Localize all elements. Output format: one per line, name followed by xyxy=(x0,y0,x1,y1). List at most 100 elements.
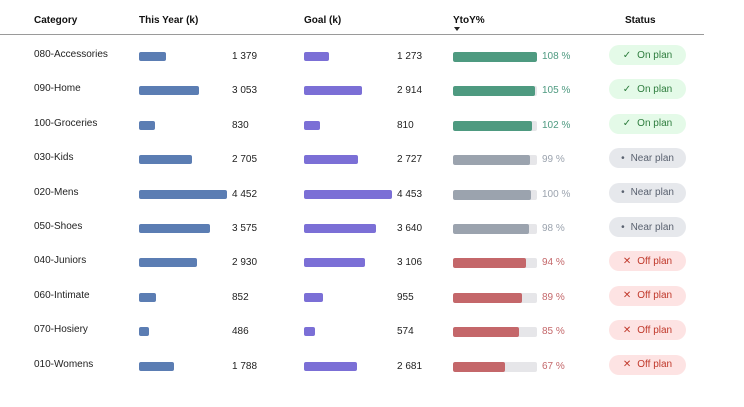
goal-value: 2 727 xyxy=(397,154,423,166)
goal-value: 4 453 xyxy=(397,188,423,200)
ytoy-progress-track xyxy=(453,52,537,62)
this-year-bar xyxy=(139,120,155,130)
ytoy-progress-track xyxy=(453,189,537,200)
cross-icon: ✕ xyxy=(622,290,632,302)
check-icon: ✓ xyxy=(622,83,632,95)
status-label: Off plan xyxy=(637,255,673,267)
ytoy-value: 100 % xyxy=(542,188,571,200)
table-row[interactable]: 060-Intimate 852 955 89 % ✕ Off plan xyxy=(0,281,704,315)
this-year-value: 1 379 xyxy=(232,51,258,62)
ytoy-progress-fill xyxy=(453,361,505,372)
table-row[interactable]: 020-Mens 4 452 4 453 100 % • Near plan xyxy=(0,178,704,212)
cross-icon: ✕ xyxy=(622,324,632,336)
status-label: On plan xyxy=(637,118,673,130)
goal-bar xyxy=(304,52,329,61)
column-header-category[interactable]: Category xyxy=(34,15,78,26)
table-row[interactable]: 010-Womens 1 788 2 681 67 % ✕ Off plan xyxy=(0,350,704,384)
goal-bar xyxy=(304,189,392,199)
table-row[interactable]: 100-Groceries 830 810 102 % ✓ On plan xyxy=(0,109,704,143)
ytoy-value: 85 % xyxy=(542,326,565,338)
this-year-bar xyxy=(139,155,192,165)
ytoy-progress-fill xyxy=(453,292,522,303)
ytoy-value: 102 % xyxy=(542,119,571,131)
status-badge[interactable]: ✓ On plan xyxy=(609,113,686,134)
ytoy-progress-track xyxy=(453,361,537,372)
status-badge[interactable]: ✕ Off plan xyxy=(609,354,686,375)
status-badge[interactable]: ✕ Off plan xyxy=(609,320,686,341)
status-badge[interactable]: ✕ Off plan xyxy=(609,285,686,306)
ytoy-progress-track xyxy=(453,224,537,234)
check-icon: ✓ xyxy=(622,118,632,130)
table-row[interactable]: 090-Home 3 053 2 914 105 % ✓ On plan xyxy=(0,74,704,108)
ytoy-progress-track xyxy=(453,327,537,338)
table-row[interactable]: 080-Accessories 1 379 1 273 108 % ✓ On plan xyxy=(0,40,704,74)
table-row[interactable]: 050-Shoes 3 575 3 640 98 % • Near plan xyxy=(0,212,704,246)
this-year-value: 2 930 xyxy=(232,257,258,269)
column-header-goal[interactable]: Goal (k) xyxy=(304,15,342,26)
column-header-this-year[interactable]: This Year (k) xyxy=(139,15,199,26)
status-label: Near plan xyxy=(630,152,674,164)
category-name: 100-Groceries xyxy=(34,117,98,129)
ytoy-progress-fill xyxy=(453,189,531,200)
this-year-value: 2 705 xyxy=(232,154,258,166)
goal-bar xyxy=(304,292,323,302)
table-row[interactable]: 040-Juniors 2 930 3 106 94 % ✕ Off plan xyxy=(0,246,704,280)
goal-value: 2 681 xyxy=(397,360,423,372)
category-name: 050-Shoes xyxy=(34,221,83,232)
cross-icon: ✕ xyxy=(622,359,632,371)
this-year-bar xyxy=(139,52,166,61)
table-header: Category This Year (k) Goal (k) YtoY% St… xyxy=(0,0,704,35)
ytoy-progress-fill xyxy=(453,155,530,166)
ytoy-value: 98 % xyxy=(542,223,565,234)
ytoy-value: 99 % xyxy=(542,154,565,166)
table-row[interactable]: 030-Kids 2 705 2 727 99 % • Near plan xyxy=(0,143,704,177)
status-badge[interactable]: • Near plan xyxy=(609,182,686,203)
column-header-ytoy[interactable]: YtoY% xyxy=(453,15,485,26)
category-name: 070-Hosiery xyxy=(34,324,88,336)
this-year-bar xyxy=(139,189,227,199)
goal-bar xyxy=(304,155,358,165)
status-label: On plan xyxy=(637,49,673,61)
status-label: Near plan xyxy=(630,187,674,199)
category-name: 010-Womens xyxy=(34,358,94,370)
status-label: Off plan xyxy=(637,359,673,371)
goal-value: 574 xyxy=(397,326,414,338)
check-icon: ✓ xyxy=(622,49,632,61)
this-year-bar xyxy=(139,327,149,337)
column-header-status[interactable]: Status xyxy=(625,15,656,26)
cross-icon: ✕ xyxy=(622,255,632,267)
dot-icon: • xyxy=(621,221,625,233)
category-name: 040-Juniors xyxy=(34,255,87,267)
status-badge[interactable]: ✓ On plan xyxy=(609,45,686,65)
ytoy-value: 108 % xyxy=(542,51,571,62)
table-row[interactable]: 070-Hosiery 486 574 85 % ✕ Off plan xyxy=(0,315,704,349)
ytoy-value: 89 % xyxy=(542,291,565,303)
status-badge[interactable]: ✕ Off plan xyxy=(609,251,686,272)
status-badge[interactable]: ✓ On plan xyxy=(609,79,686,100)
ytoy-progress-fill xyxy=(453,120,532,131)
status-badge[interactable]: • Near plan xyxy=(609,217,686,237)
status-label: Off plan xyxy=(637,290,673,302)
this-year-bar xyxy=(139,86,199,96)
status-label: Off plan xyxy=(637,324,673,336)
goal-value: 3 106 xyxy=(397,257,423,269)
goal-value: 3 640 xyxy=(397,223,423,234)
status-badge[interactable]: • Near plan xyxy=(609,148,686,169)
this-year-value: 4 452 xyxy=(232,188,258,200)
goal-bar xyxy=(304,86,362,96)
category-name: 030-Kids xyxy=(34,152,74,164)
ytoy-progress-fill xyxy=(453,258,526,269)
dot-icon: • xyxy=(621,152,625,164)
status-label: On plan xyxy=(637,83,673,95)
this-year-bar xyxy=(139,258,197,268)
ytoy-progress-track xyxy=(453,292,537,303)
sort-descending-icon xyxy=(454,27,460,31)
ytoy-progress-fill xyxy=(453,86,535,97)
this-year-bar xyxy=(139,224,210,233)
this-year-value: 486 xyxy=(232,326,249,338)
category-name: 080-Accessories xyxy=(34,49,108,60)
goal-value: 2 914 xyxy=(397,85,423,97)
goal-value: 1 273 xyxy=(397,51,423,62)
goal-bar xyxy=(304,258,365,268)
this-year-value: 852 xyxy=(232,291,249,303)
